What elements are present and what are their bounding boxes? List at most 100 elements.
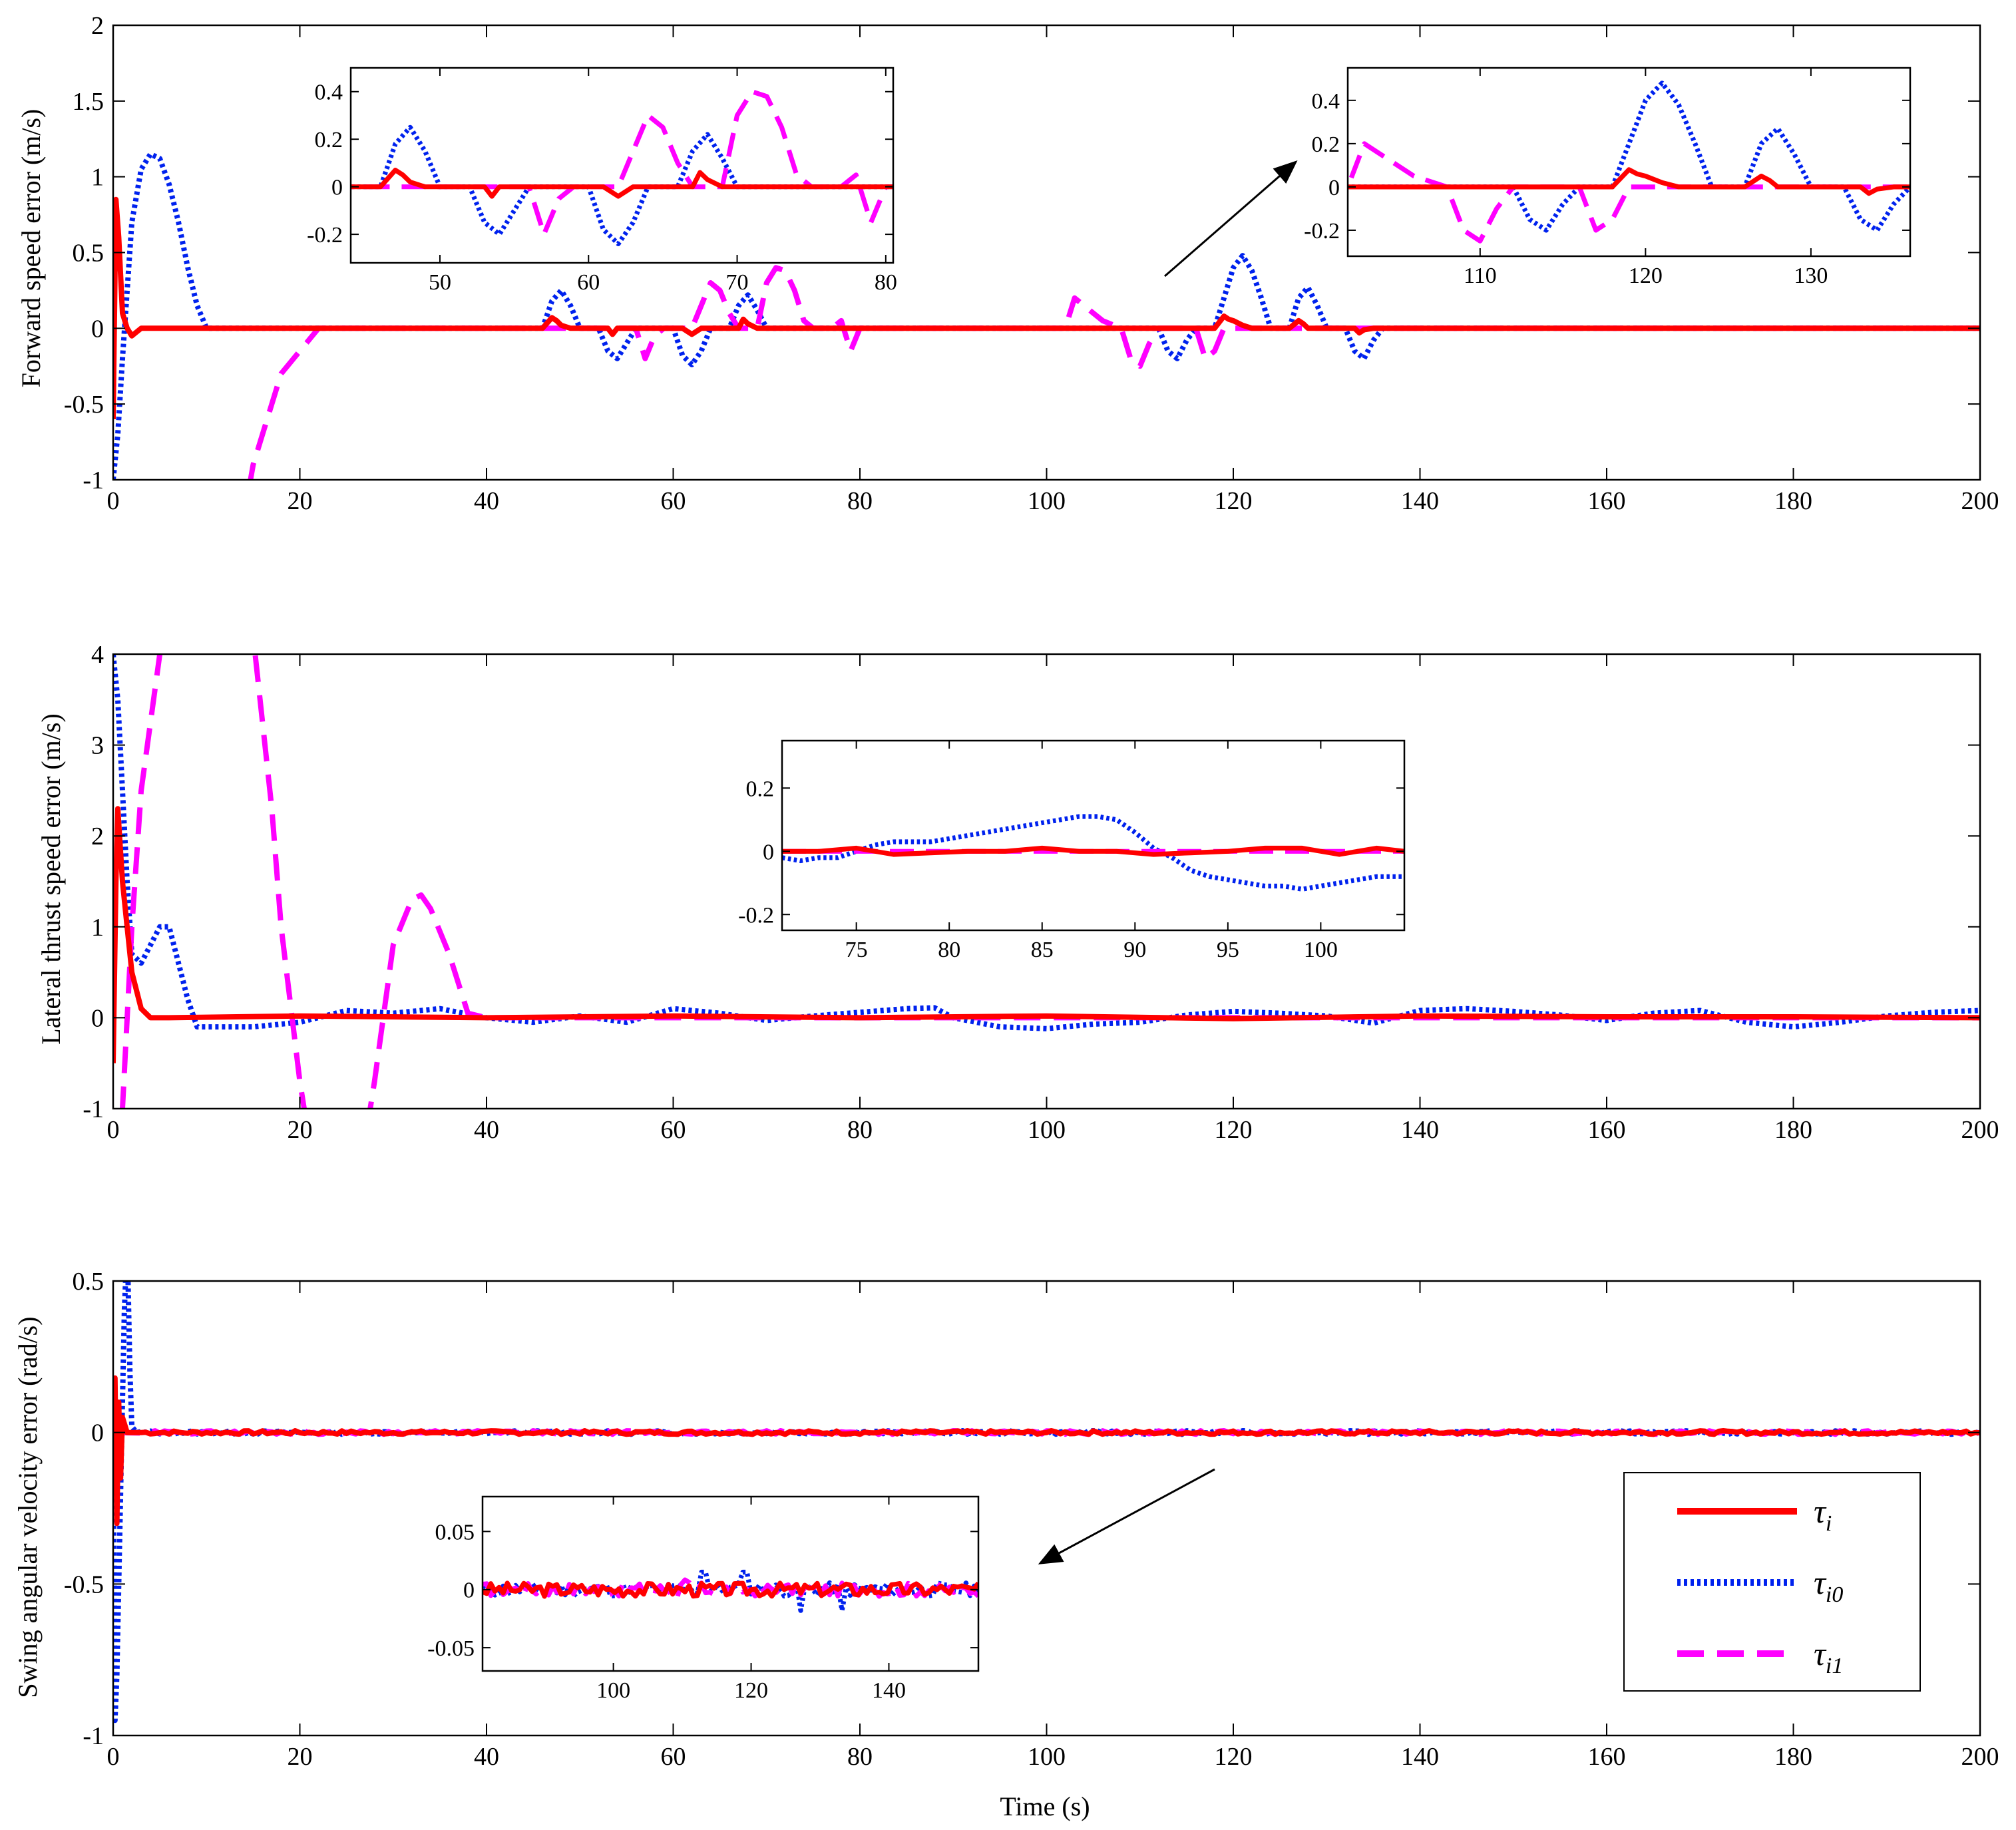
x-tick-label: 130	[1794, 264, 1828, 288]
x-tick-label: 140	[1401, 1743, 1439, 1771]
legend-label-tau-i0: τi0	[1814, 1564, 1843, 1607]
y-tick-label: 0.4	[1312, 89, 1340, 114]
series-line-tau_i	[113, 1375, 1980, 1527]
y-tick-label: 0	[463, 1578, 475, 1603]
x-tick-label: 200	[1961, 487, 1999, 515]
x-tick-label: 180	[1774, 1116, 1812, 1144]
series-line-tau_i	[483, 1580, 978, 1599]
y-tick-label: 1	[91, 914, 104, 942]
series-line-tau_i1	[113, 265, 1980, 480]
x-tick-label: 85	[1031, 938, 1054, 962]
x-tick-label: 140	[872, 1678, 906, 1703]
series-line-tau_i1	[1348, 141, 1910, 244]
swing-ylabel: Swing angular velocity error (rad/s)	[13, 1316, 43, 1698]
series-line-tau_i	[1348, 167, 1910, 196]
y-tick-label: 0.2	[1312, 132, 1340, 157]
x-tick-label: 80	[847, 1743, 873, 1771]
forward-zoom-arrow	[1164, 160, 1298, 277]
x-tick-label: 95	[1217, 938, 1239, 962]
x-tick-label: 100	[1028, 1743, 1066, 1771]
x-tick-label: 20	[288, 487, 313, 515]
x-tick-label: 75	[845, 938, 868, 962]
series-line-tau_i	[782, 845, 1404, 857]
x-tick-label: 110	[1464, 264, 1497, 288]
swing-zoom-arrow	[1038, 1468, 1215, 1564]
legend-label-tau-i: τi	[1814, 1493, 1832, 1536]
y-tick-label: -1	[83, 1722, 104, 1750]
x-tick-label: 100	[1028, 1116, 1066, 1144]
x-tick-label: 100	[596, 1678, 630, 1703]
y-tick-label: -1	[83, 1095, 104, 1123]
y-tick-label: -0.5	[64, 1570, 104, 1598]
x-tick-label: 200	[1961, 1116, 1999, 1144]
forward-ylabel: Forward speed error (m/s)	[16, 109, 46, 388]
y-tick-label: 0	[91, 1004, 104, 1032]
lateral-inset: 75 80 85 90 95 100 -0.2 0 0.2	[738, 739, 1406, 962]
x-tick-label: 180	[1774, 1743, 1812, 1771]
x-tick-label: 180	[1774, 487, 1812, 515]
x-tick-label: 120	[734, 1678, 768, 1703]
x-tick-label: 20	[288, 1116, 313, 1144]
y-tick-label: 0	[763, 840, 774, 864]
x-tick-label: 100	[1304, 938, 1338, 962]
series-line-tau_i0	[351, 124, 893, 246]
time-xlabel: Time (s)	[1000, 1791, 1090, 1821]
legend-label-tau-i1: τi1	[1814, 1635, 1843, 1678]
y-tick-label: 1.5	[73, 88, 104, 116]
y-tick-label: 0	[91, 315, 104, 343]
y-tick-label: 0.2	[315, 128, 343, 152]
y-tick-label: -1	[83, 466, 104, 494]
x-tick-label: 40	[474, 487, 499, 515]
x-tick-label: 100	[1028, 487, 1066, 515]
y-tick-label: -0.2	[1304, 219, 1340, 244]
legend: τi τi0 τi1	[1623, 1472, 1921, 1692]
y-tick-label: 0.2	[746, 777, 775, 801]
series-line-tau_i	[351, 168, 893, 199]
series-line-tau_i0	[113, 654, 1980, 1031]
series-line-tau_i0	[782, 814, 1404, 892]
x-tick-label: 20	[288, 1743, 313, 1771]
x-tick-label: 160	[1588, 1116, 1626, 1144]
x-tick-label: 120	[1215, 487, 1253, 515]
y-tick-label: 3	[91, 732, 104, 760]
x-tick-label: 40	[474, 1116, 499, 1144]
x-tick-label: 160	[1588, 1743, 1626, 1771]
y-tick-label: 0.05	[435, 1520, 475, 1545]
y-tick-label: 0	[91, 1419, 104, 1447]
series-line-tau_i0	[1348, 81, 1910, 233]
y-tick-label: 0.4	[315, 81, 343, 105]
y-tick-label: -0.2	[307, 223, 343, 248]
y-tick-label: 4	[91, 641, 104, 669]
series-line-tau_i0	[113, 151, 1980, 480]
x-tick-label: 80	[938, 938, 960, 962]
x-tick-label: 90	[1123, 938, 1146, 962]
swing-inset: 100 120 140 -0.05 0 0.05	[427, 1495, 980, 1703]
y-tick-label: 0.5	[73, 240, 104, 268]
x-tick-label: 0	[107, 1743, 120, 1771]
y-tick-label: -0.2	[738, 903, 774, 928]
y-tick-label: 0	[331, 176, 343, 200]
x-tick-label: 140	[1401, 487, 1439, 515]
x-tick-label: 60	[661, 487, 686, 515]
lateral-ylabel: Lateral thrust speed error (m/s)	[36, 713, 66, 1045]
x-tick-label: 80	[847, 1116, 873, 1144]
forward-inset-a: 50 60 70 80 -0.2 0 0.2 0.4	[307, 67, 897, 295]
x-tick-label: 60	[661, 1116, 686, 1144]
series-line-tau_i	[113, 806, 1980, 1063]
x-tick-label: 0	[107, 1116, 120, 1144]
x-tick-label: 80	[875, 270, 897, 295]
y-tick-label: 0	[1328, 176, 1340, 200]
y-tick-label: -0.05	[427, 1636, 475, 1661]
series-line-tau_i	[113, 196, 1980, 419]
x-tick-label: 70	[726, 270, 749, 295]
x-tick-label: 200	[1961, 1743, 1999, 1771]
y-tick-label: 2	[91, 823, 104, 850]
y-tick-label: 2	[91, 12, 104, 40]
y-tick-label: 0.5	[73, 1268, 104, 1296]
x-tick-label: 40	[474, 1743, 499, 1771]
y-tick-label: -0.5	[64, 391, 104, 419]
forward-inset-b: 110 120 130 -0.2 0 0.2 0.4	[1304, 67, 1912, 288]
x-tick-label: 50	[429, 270, 451, 295]
x-tick-label: 120	[1215, 1743, 1253, 1771]
